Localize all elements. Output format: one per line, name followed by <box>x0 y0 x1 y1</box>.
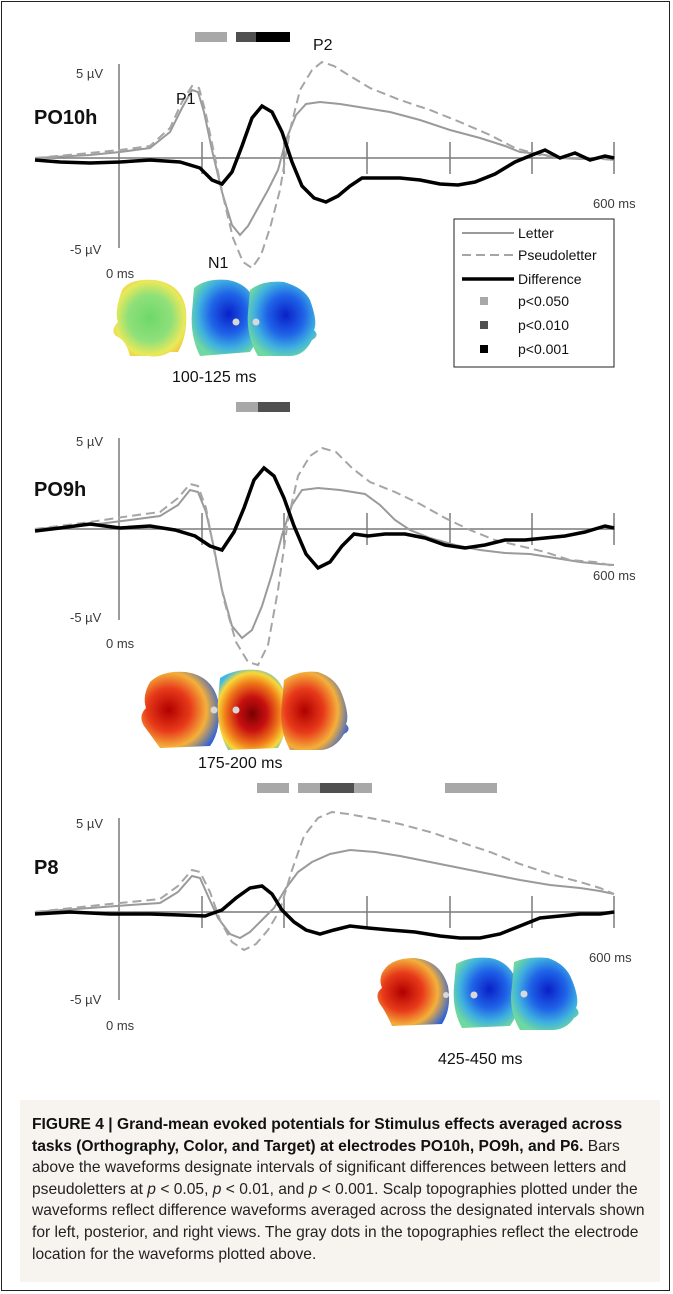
pseudoletter-waveform <box>34 446 615 667</box>
peak-label-p1: P1 <box>176 91 196 108</box>
caption-text: < 0.001. Scalp topographies plotted unde… <box>32 1180 645 1263</box>
sig-bar-p010 <box>258 402 290 412</box>
peak-label-n1: N1 <box>208 255 229 272</box>
sig-bar-p010 <box>236 32 256 42</box>
topography-heads <box>377 957 579 1030</box>
caption-body: Bars above the waveforms designate inter… <box>32 1137 627 1198</box>
y-top-label: 5 µV <box>76 816 103 831</box>
sig-bar-p050 <box>257 783 289 793</box>
pseudoletter-waveform <box>34 810 615 952</box>
electrode-label: PO10h <box>34 107 97 129</box>
sig-bar-p050 <box>195 32 227 42</box>
y-top-label: 5 µV <box>76 434 103 449</box>
sig-bar-p050 <box>298 783 320 793</box>
topo-label: 425-450 ms <box>438 1051 523 1068</box>
electrode-label: P8 <box>34 857 58 879</box>
topography-heads <box>141 669 349 750</box>
y-bottom-label: -5 µV <box>70 992 102 1007</box>
topo-label: 100-125 ms <box>172 369 257 386</box>
legend-p010: p<0.010 <box>518 317 569 333</box>
y-top-label: 5 µV <box>76 66 103 81</box>
difference-waveform <box>34 465 615 571</box>
legend-pseudoletter: Pseudoletter <box>518 247 597 263</box>
x-start-label: 0 ms <box>106 636 135 651</box>
panel-po9h: 5 µV -5 µV 0 ms 600 ms PO9h 175-200 ms <box>34 402 636 772</box>
sig-bar-p050 <box>236 402 258 412</box>
x-end-label: 600 ms <box>589 950 632 965</box>
letter-waveform <box>34 848 615 940</box>
sig-bar-p010 <box>320 783 354 793</box>
difference-waveform <box>34 884 615 940</box>
x-end-label: 600 ms <box>593 568 636 583</box>
electrode-label: PO9h <box>34 479 86 501</box>
legend-difference: Difference <box>518 271 582 287</box>
caption-title: FIGURE 4 | Grand-mean evoked potentials … <box>32 1116 623 1155</box>
letter-waveform <box>34 88 615 237</box>
caption-text: < 0.05, <box>155 1180 213 1198</box>
sig-bar-p050 <box>354 783 372 793</box>
y-bottom-label: -5 µV <box>70 610 102 625</box>
legend: Letter Pseudoletter Difference p<0.050 p… <box>453 218 615 368</box>
sig-bar-p050 <box>445 783 497 793</box>
caption-text: < 0.01, and <box>221 1180 309 1198</box>
legend-p001: p<0.001 <box>518 341 569 357</box>
legend-letter: Letter <box>518 225 554 241</box>
y-bottom-label: -5 µV <box>70 242 102 257</box>
peak-label-p2: P2 <box>313 37 333 54</box>
difference-waveform <box>34 103 615 204</box>
x-start-label: 0 ms <box>106 1018 135 1033</box>
x-end-label: 600 ms <box>593 196 636 211</box>
topography-heads <box>113 279 317 357</box>
x-start-label: 0 ms <box>106 266 135 281</box>
panel-p8: 5 µV -5 µV 0 ms 600 ms P8 425-450 ms <box>34 783 632 1068</box>
figure-caption: FIGURE 4 | Grand-mean evoked potentials … <box>20 1100 660 1282</box>
caption-p: p <box>147 1180 156 1198</box>
erp-figure: 5 µV -5 µV 0 ms 600 ms PO10h P1 P2 N1 10… <box>34 32 636 1068</box>
caption-p: p <box>308 1180 318 1198</box>
topo-label: 175-200 ms <box>198 755 283 772</box>
panel-po10h: 5 µV -5 µV 0 ms 600 ms PO10h P1 P2 N1 10… <box>34 32 636 386</box>
legend-p050: p<0.050 <box>518 293 569 309</box>
caption-p: p <box>212 1180 222 1198</box>
sig-bar-p001 <box>256 32 290 42</box>
